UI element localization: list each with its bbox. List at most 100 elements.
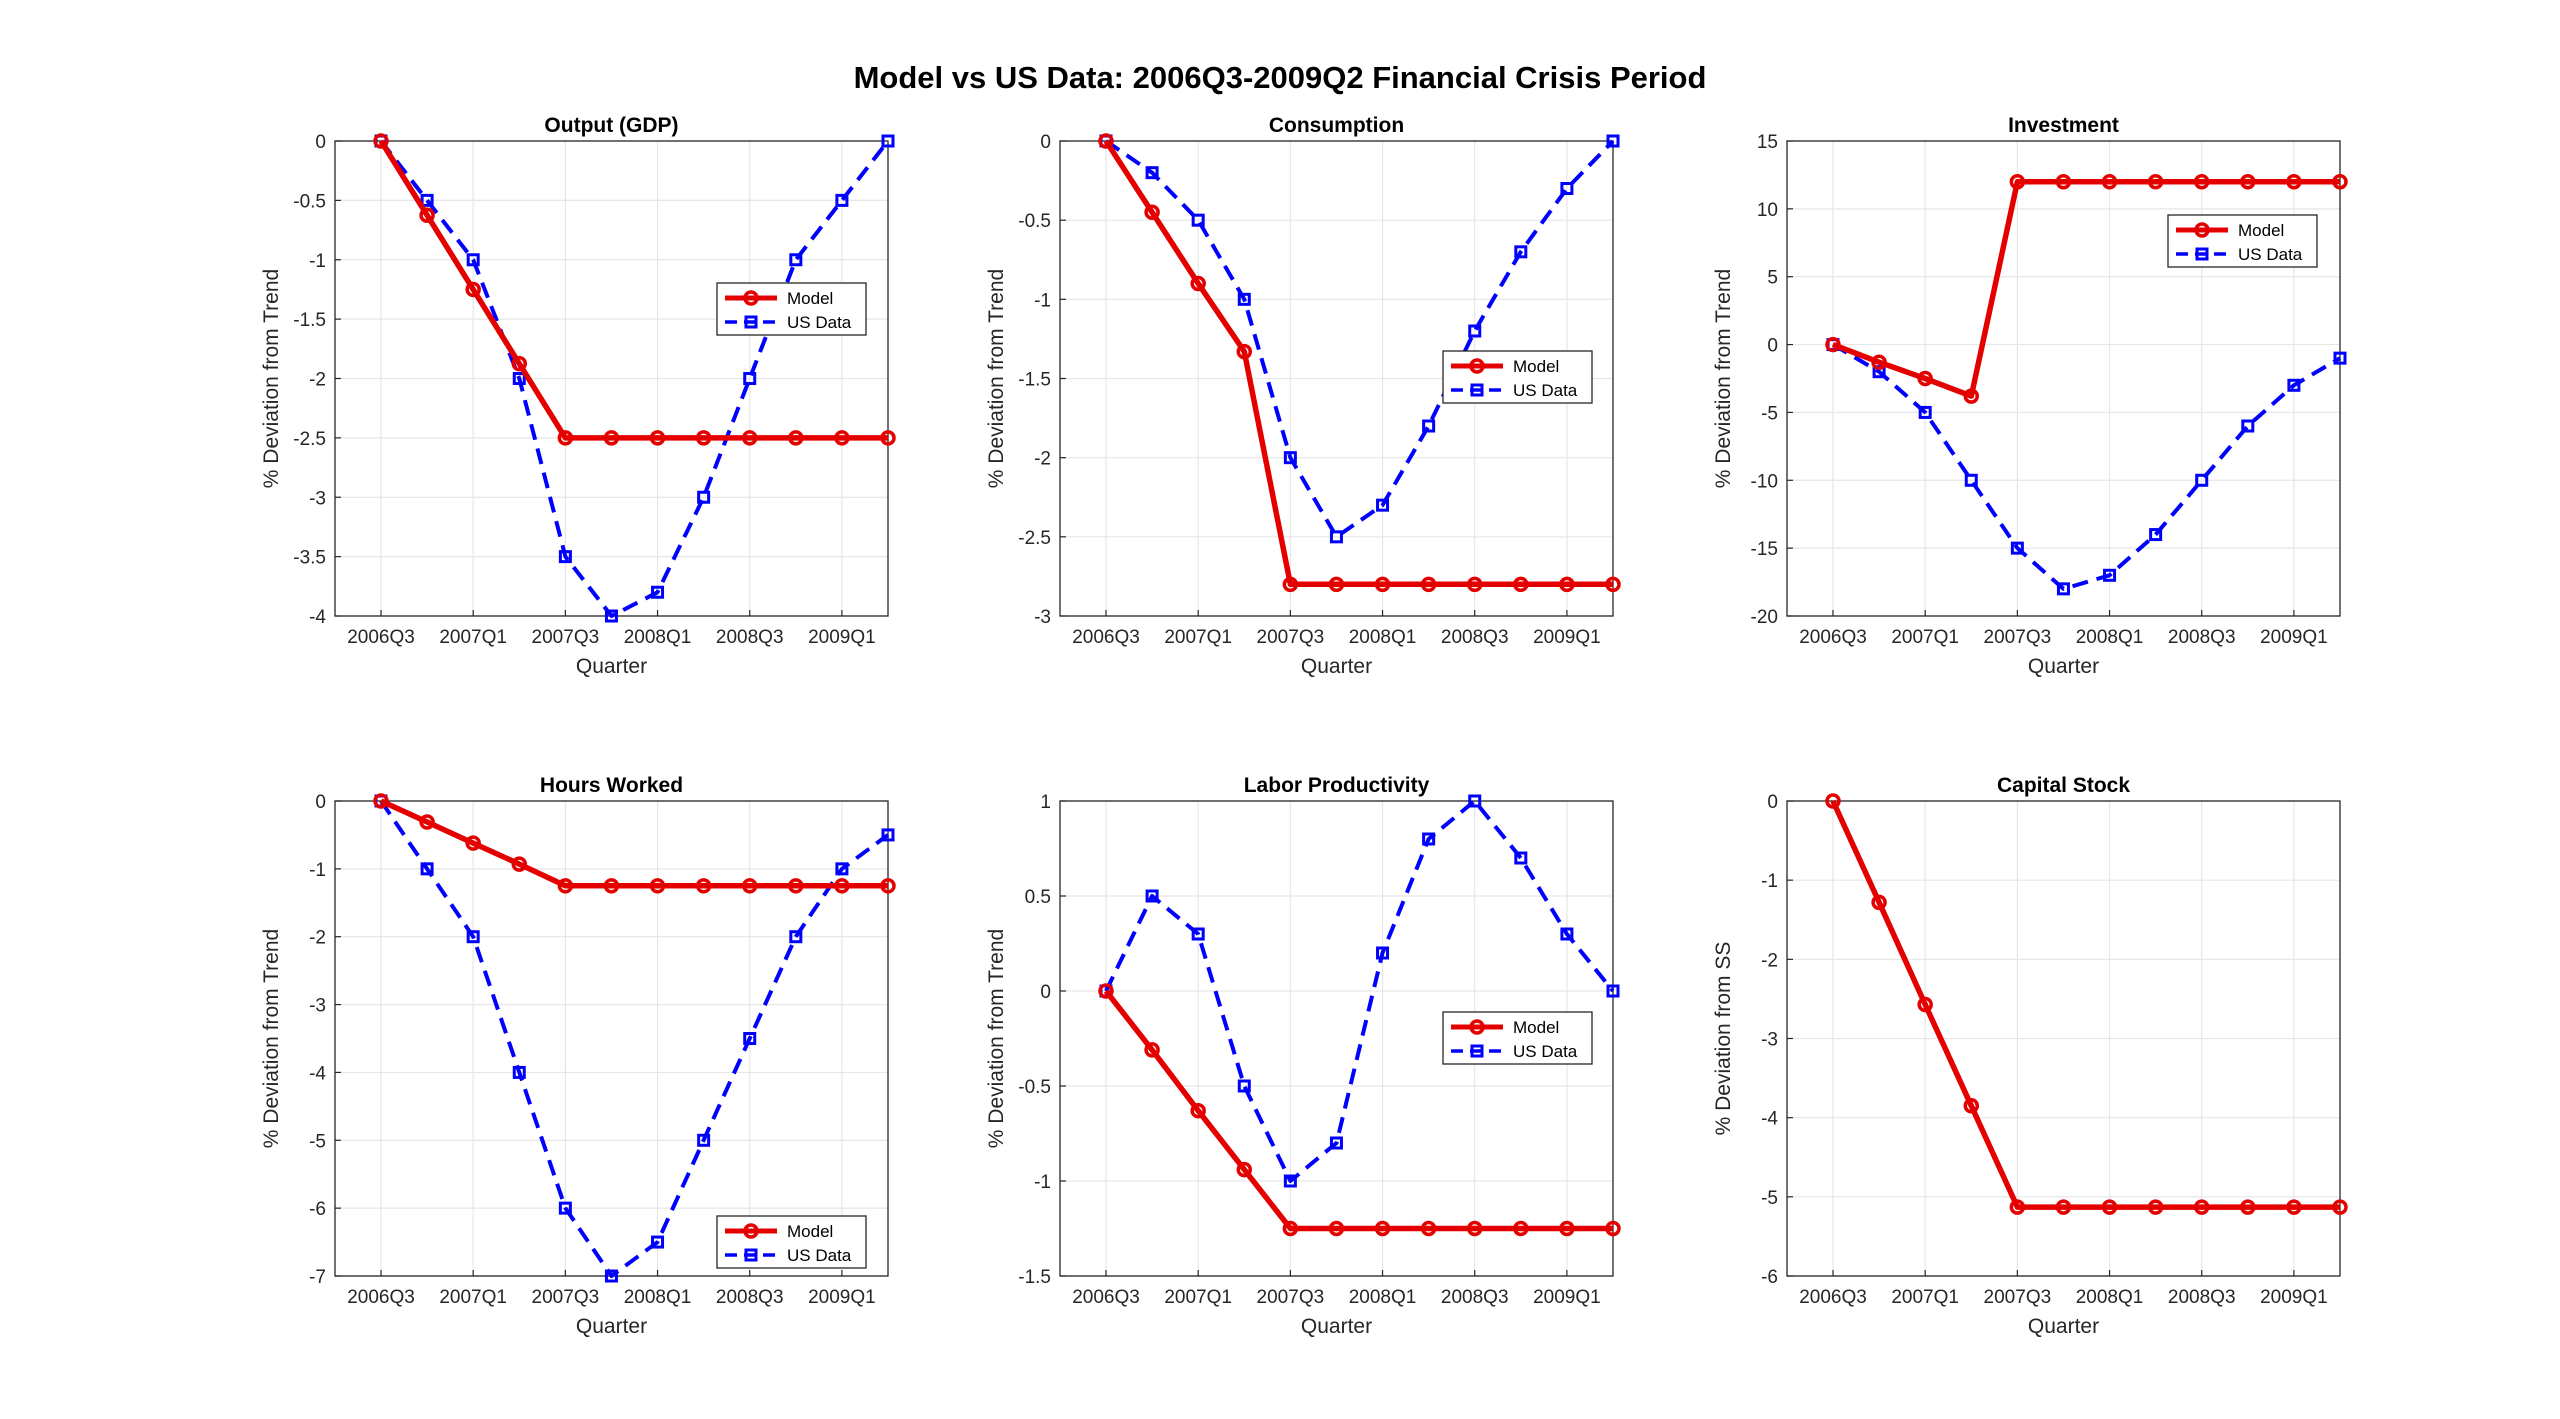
us-data-point	[835, 862, 849, 876]
us-data-point	[1237, 1079, 1251, 1093]
legend-marker	[1470, 1044, 1484, 1058]
us-data-point	[1918, 405, 1932, 419]
model-point	[1328, 576, 1345, 593]
y-axis-label: % Deviation from Trend	[985, 929, 1008, 1148]
us-data-point	[558, 1201, 572, 1215]
legend-label: Model	[2238, 221, 2284, 240]
x-tick-label: 2009Q1	[808, 627, 876, 648]
legend-marker	[2194, 222, 2210, 238]
panel-title: Labor Productivity	[1244, 774, 1430, 797]
y-tick-label: 0	[1767, 792, 1778, 813]
us-data-point	[512, 372, 526, 385]
legend-marker	[1470, 383, 1484, 397]
model-point	[2009, 173, 2026, 190]
us-data-point	[789, 253, 803, 267]
model-point	[2193, 173, 2210, 190]
model-point	[1513, 576, 1529, 593]
x-tick-label: 2007Q1	[1891, 1287, 1959, 1308]
us-data-point	[1964, 473, 1978, 487]
model-point	[1513, 1220, 1529, 1237]
us-data-point	[881, 134, 895, 148]
model-point	[1236, 1161, 1253, 1178]
model-point	[1328, 1220, 1345, 1237]
model-point	[788, 430, 804, 446]
y-tick-label: 15	[1757, 132, 1778, 153]
legend-box	[1442, 350, 1593, 404]
x-tick-label: 2008Q3	[716, 1287, 784, 1308]
us-data-point	[1514, 851, 1528, 865]
us-data-line	[1831, 342, 2342, 591]
y-tick-label: -10	[1751, 471, 1778, 492]
series-model	[1825, 173, 2348, 404]
legend-marker	[1469, 358, 1485, 374]
legend: Model US Data	[716, 1215, 867, 1269]
us-data-point	[1468, 324, 1482, 338]
series-us-data	[1826, 338, 2347, 596]
plot-area	[1787, 141, 2340, 616]
y-tick-label: -3.5	[293, 548, 326, 569]
legend-label: US Data	[1513, 381, 1578, 400]
model-point	[557, 430, 574, 446]
x-tick-label: 2007Q1	[1891, 627, 1959, 648]
x-axis-label: Quarter	[1301, 1315, 1372, 1338]
model-point	[1871, 354, 1887, 370]
series-us-data	[374, 134, 895, 623]
y-axis-label: % Deviation from Trend	[985, 269, 1008, 488]
x-tick-label: 2009Q1	[808, 1287, 876, 1308]
model-point	[1963, 1098, 1980, 1114]
us-data-line	[1104, 139, 1615, 539]
model-point	[1190, 275, 1206, 292]
y-tick-label: 0	[315, 132, 326, 153]
us-data-point	[1329, 530, 1343, 544]
us-data-point	[1145, 166, 1159, 180]
model-point	[2240, 173, 2256, 190]
model-point	[741, 878, 758, 894]
legend-marker	[744, 315, 758, 329]
axes-frame	[1059, 140, 1614, 617]
x-axis-label: Quarter	[1301, 655, 1372, 678]
panel-title: Investment	[2008, 114, 2119, 137]
model-point	[2193, 1199, 2210, 1215]
y-tick-label: -0.5	[293, 191, 326, 212]
us-data-point	[1376, 946, 1390, 960]
us-data-point	[697, 490, 711, 504]
y-tick-label: -3	[309, 996, 326, 1017]
y-tick-label: -3	[1034, 607, 1051, 628]
legend-marker	[1469, 1019, 1485, 1035]
model-point	[1605, 1220, 1621, 1237]
x-tick-label: 2007Q1	[1164, 1287, 1232, 1308]
model-point	[2332, 173, 2348, 190]
legend: Model US Data	[1442, 350, 1593, 404]
us-data-point	[835, 193, 849, 207]
axes-frame	[1786, 800, 2341, 1277]
subplot-1: 0 -0.5 -1 -1.5 -2 -2.5 -3 2006Q3 2007Q1 2007Q3 200…	[985, 114, 1621, 678]
y-tick-label: -5	[309, 1131, 326, 1152]
x-tick-label: 2008Q1	[2076, 1287, 2144, 1308]
model-point	[834, 878, 850, 894]
subplot-2: 15 10 5 0 -5 -10 -15 -20 2006Q3 2007Q1 2007Q3 2008Q…	[1712, 114, 2348, 678]
model-point	[1236, 343, 1253, 360]
x-axis-label: Quarter	[576, 655, 647, 678]
series-model	[1098, 983, 1621, 1237]
y-tick-label: -6	[1761, 1267, 1778, 1288]
x-axis-label: Quarter	[576, 1315, 647, 1338]
legend-label: US Data	[2238, 245, 2303, 264]
model-point	[1917, 370, 1933, 387]
us-data-point	[1422, 419, 1436, 433]
us-data-point	[2149, 528, 2163, 542]
model-point	[1098, 133, 1114, 149]
model-point	[880, 430, 896, 446]
us-data-point	[2241, 419, 2255, 433]
x-tick-label: 2009Q1	[1533, 627, 1601, 648]
model-point	[465, 281, 481, 298]
legend-label: Model	[787, 289, 833, 308]
y-tick-label: -4	[309, 1063, 326, 1084]
us-data-line	[379, 139, 890, 618]
model-point	[603, 430, 620, 446]
x-tick-label: 2006Q3	[1799, 627, 1867, 648]
us-data-point	[1237, 292, 1251, 306]
us-data-line	[1104, 799, 1615, 1183]
x-tick-label: 2007Q3	[1257, 627, 1325, 648]
legend: Model US Data	[716, 282, 867, 336]
legend-marker	[744, 1248, 758, 1262]
